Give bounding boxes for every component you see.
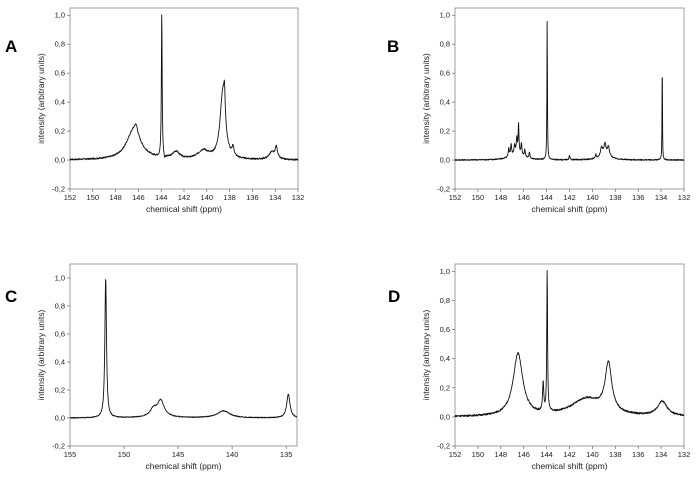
plot-frame (69, 7, 299, 190)
plot-frame (454, 263, 685, 447)
y-tick-label: 0,0 (440, 156, 450, 165)
y-tick-label: -0,2 (52, 185, 65, 194)
y-tick-label: 0,4 (55, 98, 65, 107)
x-tick-label: 150 (118, 450, 131, 459)
panel-letter: A (5, 37, 17, 56)
panel-letter: B (387, 37, 399, 56)
y-tick-label: -0,2 (437, 185, 450, 194)
x-tick-label: 150 (472, 450, 485, 459)
y-tick-label: 0,6 (55, 330, 65, 339)
x-tick-label: 150 (87, 193, 100, 202)
x-tick-label: 138 (609, 193, 622, 202)
plot-frame (69, 263, 298, 447)
panel-a: A 152 150 148 146 144 142 140 138 136 134 132 -0,2 0,… (5, 7, 305, 214)
y-tick-label: 0,8 (55, 40, 65, 49)
x-tick-label: 138 (223, 193, 236, 202)
x-tick-label: 146 (132, 193, 145, 202)
x-axis-title: chemical shift (ppm) (145, 461, 221, 471)
y-axis-title: intensity (arbitrary units) (421, 309, 431, 400)
x-tick-label: 140 (586, 450, 599, 459)
y-tick-label: -0,2 (52, 442, 65, 451)
y-tick-label: 0,6 (55, 69, 65, 78)
x-axis-title: chemical shift (ppm) (146, 204, 222, 214)
x-tick-label: 134 (269, 193, 282, 202)
y-tick-label: -0,2 (437, 442, 450, 451)
y-tick-label: 0,4 (440, 98, 450, 107)
x-tick-label: 134 (655, 450, 668, 459)
x-tick-label: 136 (632, 450, 645, 459)
x-tick-label: 155 (64, 450, 77, 459)
y-axis-title: intensity (arbitrary units) (36, 53, 46, 144)
y-tick-label: 0,4 (440, 354, 450, 363)
y-tick-label: 0,0 (55, 156, 65, 165)
y-axis-title: intensity (arbitrary units) (36, 309, 46, 400)
y-tick-label: 0,8 (440, 40, 450, 49)
y-tick-label: 1,0 (440, 11, 450, 20)
x-tick-label: 136 (246, 193, 259, 202)
spectrum-trace (69, 279, 298, 419)
x-tick-label: 145 (172, 450, 185, 459)
y-tick-label: 0,0 (440, 412, 450, 421)
x-tick-label: 132 (678, 450, 691, 459)
y-tick-label: 0,8 (55, 302, 65, 311)
x-tick-label: 138 (609, 450, 622, 459)
x-tick-label: 134 (655, 193, 668, 202)
x-tick-label: 135 (280, 450, 293, 459)
x-tick-label: 142 (563, 193, 576, 202)
y-axis-title: intensity (arbitrary units) (421, 53, 431, 144)
spectrum-trace (454, 270, 685, 418)
panel-letter: C (5, 287, 17, 306)
x-tick-label: 142 (563, 450, 576, 459)
y-tick-label: 0,6 (440, 69, 450, 78)
x-tick-label: 148 (495, 450, 508, 459)
x-axis-title: chemical shift (ppm) (531, 461, 607, 471)
x-tick-label: 132 (292, 193, 305, 202)
x-tick-label: 148 (495, 193, 508, 202)
x-tick-label: 132 (678, 193, 691, 202)
x-tick-label: 152 (64, 193, 77, 202)
y-tick-label: 0,8 (440, 296, 450, 305)
x-tick-label: 144 (155, 193, 168, 202)
y-tick-label: 0,2 (440, 383, 450, 392)
y-tick-label: 0,4 (55, 358, 65, 367)
x-tick-label: 140 (226, 450, 239, 459)
spectrum-trace (69, 14, 299, 161)
x-tick-label: 136 (632, 193, 645, 202)
x-tick-label: 140 (201, 193, 214, 202)
y-tick-label: 1,0 (440, 267, 450, 276)
x-tick-label: 150 (472, 193, 485, 202)
panel-b: B 152 150 148 146 144 142 140 138 136 134 132 -0,2 0,… (387, 7, 691, 214)
x-tick-label: 144 (540, 193, 553, 202)
x-tick-label: 144 (540, 450, 553, 459)
x-tick-label: 148 (109, 193, 122, 202)
plot-frame (454, 7, 685, 190)
x-tick-label: 152 (449, 193, 462, 202)
panel-letter: D (388, 287, 400, 306)
y-tick-label: 0,0 (55, 414, 65, 423)
y-tick-label: 1,0 (55, 11, 65, 20)
panel-c: C 155 150 145 140 135 -0,2 0,0 0,2 0,4 0,6 0,8 1,0 ch… (5, 263, 298, 471)
spectrum-trace (454, 20, 685, 161)
panel-d: D 152 150 148 146 144 142 140 138 136 134 132 -0,2 0,… (388, 263, 691, 471)
x-axis-title: chemical shift (ppm) (531, 204, 607, 214)
x-tick-label: 146 (517, 450, 530, 459)
y-tick-label: 0,2 (55, 386, 65, 395)
y-tick-label: 0,6 (440, 325, 450, 334)
y-tick-label: 0,2 (55, 127, 65, 136)
x-tick-label: 142 (178, 193, 191, 202)
x-tick-label: 146 (517, 193, 530, 202)
x-tick-label: 140 (586, 193, 599, 202)
y-tick-label: 1,0 (55, 274, 65, 283)
y-tick-label: 0,2 (440, 127, 450, 136)
x-tick-label: 152 (449, 450, 462, 459)
